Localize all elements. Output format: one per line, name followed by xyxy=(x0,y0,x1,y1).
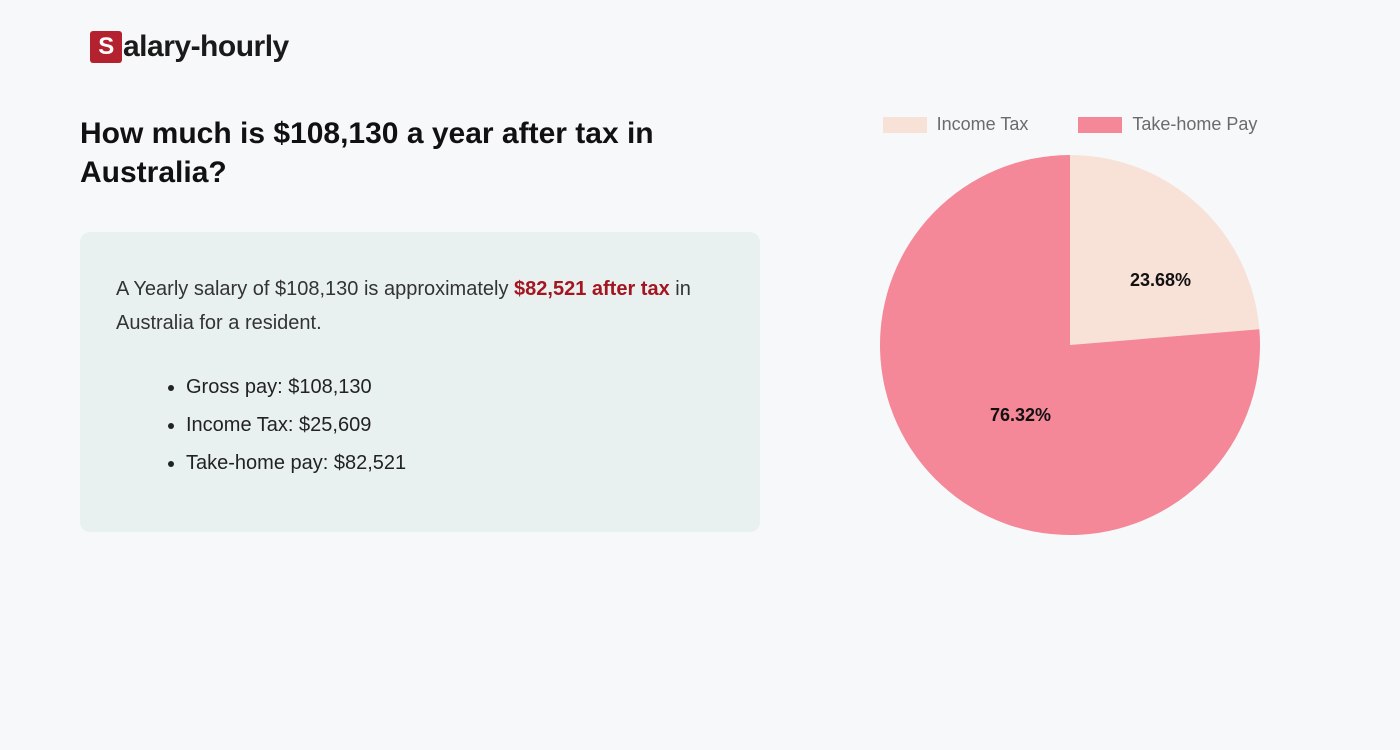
logo-text: alary-hourly xyxy=(123,30,289,64)
pie-svg xyxy=(880,155,1260,535)
chart-legend: Income Tax Take-home Pay xyxy=(883,114,1258,135)
legend-swatch xyxy=(1078,117,1122,133)
slice-label-take-home: 76.32% xyxy=(990,405,1051,426)
slice-label-income-tax: 23.68% xyxy=(1130,270,1191,291)
list-item: Take-home pay: $82,521 xyxy=(186,444,724,482)
chart-column: Income Tax Take-home Pay 23.68% 76.32% xyxy=(820,114,1320,535)
legend-item-income-tax: Income Tax xyxy=(883,114,1029,135)
logo-badge: S xyxy=(90,31,122,63)
summary-sentence: A Yearly salary of $108,130 is approxima… xyxy=(116,272,724,340)
list-item: Gross pay: $108,130 xyxy=(186,368,724,406)
legend-item-take-home: Take-home Pay xyxy=(1078,114,1257,135)
text-column: How much is $108,130 a year after tax in… xyxy=(80,114,760,535)
summary-prefix: A Yearly salary of $108,130 is approxima… xyxy=(116,278,514,300)
pie-chart: 23.68% 76.32% xyxy=(880,155,1260,535)
summary-highlight: $82,521 after tax xyxy=(514,278,670,300)
breakdown-list: Gross pay: $108,130 Income Tax: $25,609 … xyxy=(116,368,724,482)
legend-swatch xyxy=(883,117,927,133)
legend-label: Take-home Pay xyxy=(1132,114,1257,135)
list-item: Income Tax: $25,609 xyxy=(186,406,724,444)
legend-label: Income Tax xyxy=(937,114,1029,135)
summary-box: A Yearly salary of $108,130 is approxima… xyxy=(80,232,760,532)
page-title: How much is $108,130 a year after tax in… xyxy=(80,114,760,192)
site-logo: Salary-hourly xyxy=(90,30,1320,64)
